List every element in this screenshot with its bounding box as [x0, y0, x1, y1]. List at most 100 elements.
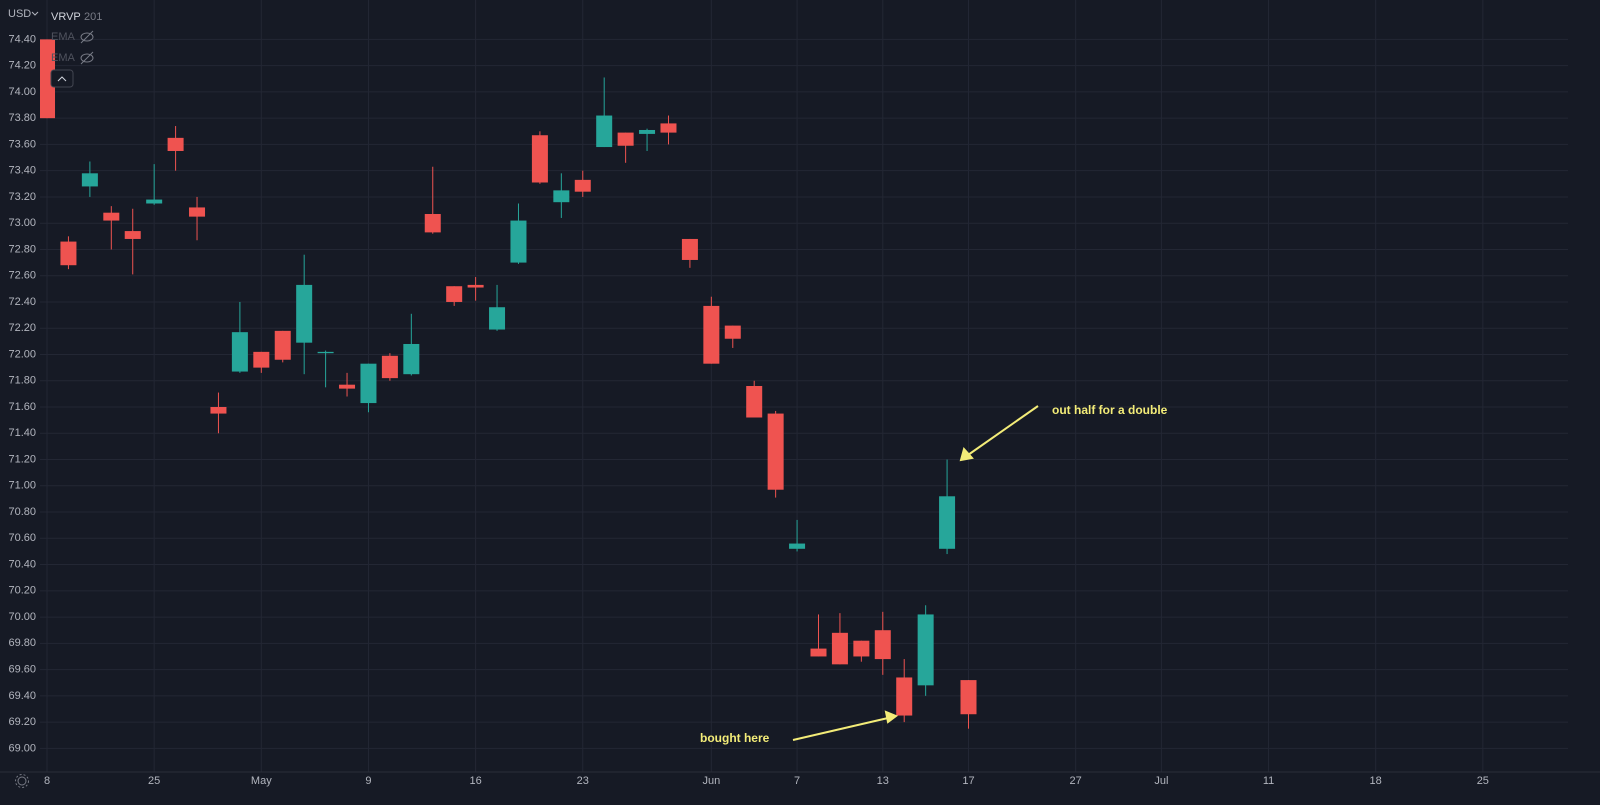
- y-tick-label: 72.60: [8, 270, 36, 282]
- y-tick-label: 69.60: [8, 663, 36, 675]
- candle-body: [596, 115, 613, 148]
- annotation: out half for a double: [1052, 403, 1168, 417]
- candle-body: [724, 325, 741, 339]
- candle-body: [789, 543, 806, 549]
- candle-body: [446, 286, 463, 302]
- x-tick-label: Jul: [1154, 775, 1168, 787]
- y-tick-label: 70.00: [8, 611, 36, 623]
- candle-body: [681, 238, 698, 260]
- x-tick-label: 11: [1263, 775, 1274, 787]
- y-tick-label: 71.40: [8, 427, 36, 439]
- y-tick-label: 74.40: [8, 33, 36, 45]
- candle-body: [189, 207, 206, 217]
- y-tick-label: 70.40: [8, 558, 36, 570]
- collapse-icon[interactable]: [57, 76, 67, 82]
- candle-body: [831, 632, 848, 665]
- y-tick-label: 73.40: [8, 165, 36, 177]
- y-axis: 69.00 69.20 69.40 69.60 69.80 70.00 70.20 70.40…: [8, 33, 36, 754]
- candle-body: [210, 407, 227, 414]
- hidden-icon[interactable]: [80, 51, 94, 65]
- y-tick-label: 73.20: [8, 191, 36, 203]
- candle-body: [531, 135, 548, 183]
- candle-body: [317, 351, 334, 354]
- y-tick-label: 74.20: [8, 60, 36, 72]
- candles: [40, 39, 977, 729]
- candle-body: [81, 173, 98, 187]
- hidden-icon[interactable]: [80, 30, 94, 44]
- candle-body: [274, 330, 291, 360]
- y-tick-label: 70.80: [8, 506, 36, 518]
- candle-body: [339, 384, 356, 389]
- y-tick-label: 69.20: [8, 716, 36, 728]
- y-tick-label: 72.20: [8, 322, 36, 334]
- candle-body: [381, 355, 398, 379]
- grid: [40, 0, 1568, 772]
- candle-body: [810, 648, 827, 657]
- y-tick-label: 69.80: [8, 637, 36, 649]
- candle-body: [296, 284, 313, 343]
- x-tick-label: 18: [1370, 775, 1382, 787]
- x-tick-label: May: [251, 775, 272, 787]
- y-tick-label: 72.00: [8, 348, 36, 360]
- settings-icon[interactable]: [15, 774, 29, 788]
- x-tick-label: 25: [148, 775, 160, 787]
- candle-body: [703, 305, 720, 364]
- x-tick-label: Jun: [702, 775, 720, 787]
- candle-body: [424, 214, 441, 233]
- x-tick-label: 25: [1477, 775, 1489, 787]
- candle-body: [639, 129, 656, 134]
- currency-caret[interactable]: [31, 11, 39, 16]
- y-tick-label: 69.00: [8, 742, 36, 754]
- candle-body: [746, 386, 763, 418]
- annotation: bought here: [700, 731, 770, 745]
- y-tick-label: 72.40: [8, 296, 36, 308]
- candle-body: [467, 284, 484, 288]
- arrow: [792, 710, 899, 741]
- candle-body: [489, 307, 506, 330]
- candle-body: [853, 640, 870, 657]
- candle-body: [360, 363, 377, 404]
- x-tick-label: 27: [1070, 775, 1082, 787]
- x-tick-label: 9: [365, 775, 371, 787]
- candle-body: [917, 614, 934, 686]
- y-tick-label: 71.80: [8, 375, 36, 387]
- currency[interactable]: USD: [8, 8, 31, 20]
- candle-body: [896, 677, 913, 716]
- x-tick-label: 13: [877, 775, 889, 787]
- y-tick-label: 69.40: [8, 690, 36, 702]
- y-tick-label: 73.60: [8, 138, 36, 150]
- x-tick-label: 8: [44, 775, 50, 787]
- y-tick-label: 70.60: [8, 532, 36, 544]
- y-tick-label: 73.00: [8, 217, 36, 229]
- candle-body: [231, 332, 248, 372]
- candle-body: [103, 212, 120, 221]
- collapse-button[interactable]: [50, 69, 74, 88]
- candle-body: [253, 351, 270, 368]
- y-tick-label: 71.60: [8, 401, 36, 413]
- indicator-name[interactable]: EMA: [51, 52, 76, 64]
- candle-body: [124, 231, 141, 239]
- x-tick-label: 16: [469, 775, 481, 787]
- candle-body: [60, 241, 77, 266]
- candle-body: [574, 179, 591, 192]
- candle-body: [167, 137, 184, 151]
- candle-body: [617, 132, 634, 146]
- x-tick-label: 23: [577, 775, 589, 787]
- x-tick-label: 17: [962, 775, 974, 787]
- y-tick-label: 71.00: [8, 480, 36, 492]
- y-tick-label: 72.80: [8, 243, 36, 255]
- y-tick-label: 73.80: [8, 112, 36, 124]
- indicator-name[interactable]: EMA: [51, 31, 76, 43]
- candle-body: [660, 123, 677, 133]
- indicator-setting[interactable]: 201: [84, 11, 102, 23]
- candle-body: [403, 343, 420, 375]
- y-tick-label: 70.20: [8, 585, 36, 597]
- candle-body: [553, 190, 570, 203]
- candle-body: [939, 496, 956, 549]
- candle-body: [767, 413, 784, 490]
- candle-body: [40, 39, 56, 119]
- candle-body: [146, 199, 163, 204]
- indicator-name[interactable]: VRVP: [51, 11, 81, 23]
